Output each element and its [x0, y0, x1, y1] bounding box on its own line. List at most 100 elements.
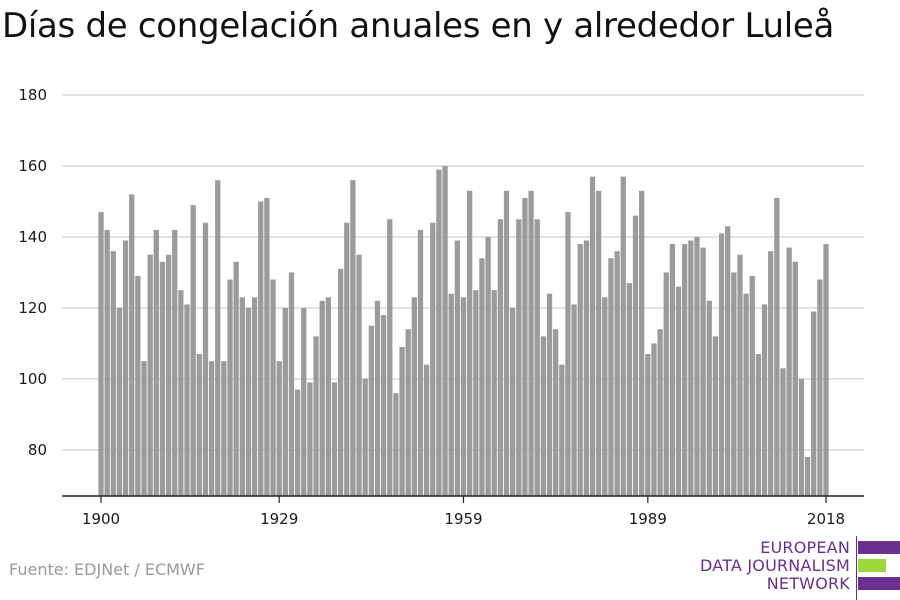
bar	[817, 279, 823, 496]
x-tick: 1989	[629, 496, 667, 528]
bar	[780, 368, 786, 496]
bar	[135, 275, 141, 496]
bar	[172, 229, 178, 497]
bar	[313, 336, 319, 496]
y-tick: 140	[18, 228, 47, 246]
bar	[804, 456, 811, 496]
y-tick: 160	[18, 157, 47, 175]
bar	[190, 205, 196, 496]
bar	[632, 215, 639, 497]
bar	[159, 261, 166, 496]
bar	[319, 300, 325, 496]
x-tick-label: 1929	[260, 510, 298, 528]
bar	[669, 244, 676, 496]
bar	[811, 311, 817, 496]
bar	[460, 297, 467, 496]
y-tick: 120	[18, 299, 47, 317]
x-tick: 1900	[82, 496, 120, 528]
bar	[436, 169, 442, 496]
bar	[553, 329, 559, 496]
source-note: Fuente: EDJNet / ECMWF	[9, 560, 205, 579]
bar	[792, 261, 798, 496]
logo-bar-green	[858, 559, 886, 572]
bar	[786, 247, 792, 496]
bar	[417, 229, 424, 497]
bar	[411, 297, 417, 496]
bar	[178, 290, 184, 496]
y-tick-label: 80	[28, 441, 47, 459]
logo-line-2: DATA JOURNALISM	[700, 556, 850, 575]
bar	[497, 219, 504, 496]
bar	[565, 212, 571, 496]
bar	[196, 354, 202, 496]
y-tick: 180	[18, 86, 47, 104]
bar	[688, 240, 694, 496]
bar	[147, 254, 153, 496]
x-tick: 1959	[444, 496, 483, 528]
bar	[718, 233, 725, 496]
bar	[651, 343, 657, 496]
y-tick: 100	[18, 370, 47, 388]
bar	[221, 361, 227, 496]
bar	[307, 382, 313, 496]
bar	[344, 222, 350, 497]
bar	[467, 190, 473, 497]
bar	[399, 346, 405, 496]
bar	[387, 219, 393, 496]
bar	[491, 290, 497, 496]
bar	[245, 307, 252, 496]
bar	[251, 297, 258, 496]
y-axis: 80 100 120 140 160 180	[18, 86, 47, 459]
bar	[374, 300, 381, 496]
bar	[675, 286, 682, 496]
bar	[368, 325, 374, 496]
bar	[589, 176, 596, 496]
bar	[510, 307, 516, 496]
bar	[540, 336, 547, 496]
x-tick-label: 2018	[807, 510, 845, 528]
bar	[583, 240, 590, 496]
bar	[264, 197, 270, 496]
bar	[596, 190, 602, 497]
chart-title: Días de congelación anuales en y alreded…	[2, 6, 835, 46]
logo-bar-purple-bottom	[858, 577, 900, 590]
bar	[639, 190, 645, 497]
bar	[528, 190, 534, 497]
y-tick-label: 100	[18, 370, 47, 388]
bar	[694, 236, 700, 496]
bar	[700, 247, 706, 496]
x-axis: 1900 1929 1959 1989 2018	[62, 495, 864, 528]
x-tick: 2018	[807, 496, 845, 528]
bar	[663, 272, 669, 496]
bar	[485, 236, 491, 496]
bar	[448, 293, 454, 496]
bar	[116, 307, 123, 496]
bar	[614, 251, 620, 496]
bar	[743, 293, 749, 496]
bar	[479, 258, 485, 496]
bar	[774, 197, 780, 496]
bar	[393, 393, 399, 496]
bar	[122, 240, 129, 496]
edjnet-logo: EUROPEAN DATA JOURNALISM NETWORK	[700, 536, 900, 600]
x-tick: 1929	[260, 496, 298, 528]
bar	[749, 275, 755, 496]
bar	[301, 307, 307, 496]
bar	[165, 254, 172, 496]
bar	[350, 180, 356, 496]
y-tick-label: 140	[18, 228, 47, 246]
bar	[761, 304, 768, 496]
bar	[325, 297, 331, 496]
bar	[276, 361, 282, 496]
bar	[362, 378, 368, 496]
bar	[202, 222, 209, 497]
x-tick-label: 1959	[444, 510, 482, 528]
bar	[129, 194, 135, 496]
bar	[626, 283, 633, 496]
bar	[184, 304, 190, 496]
bar	[522, 197, 528, 496]
y-tick-label: 120	[18, 299, 47, 317]
y-tick-label: 180	[18, 86, 47, 104]
bars	[98, 165, 829, 497]
bar	[227, 279, 233, 496]
